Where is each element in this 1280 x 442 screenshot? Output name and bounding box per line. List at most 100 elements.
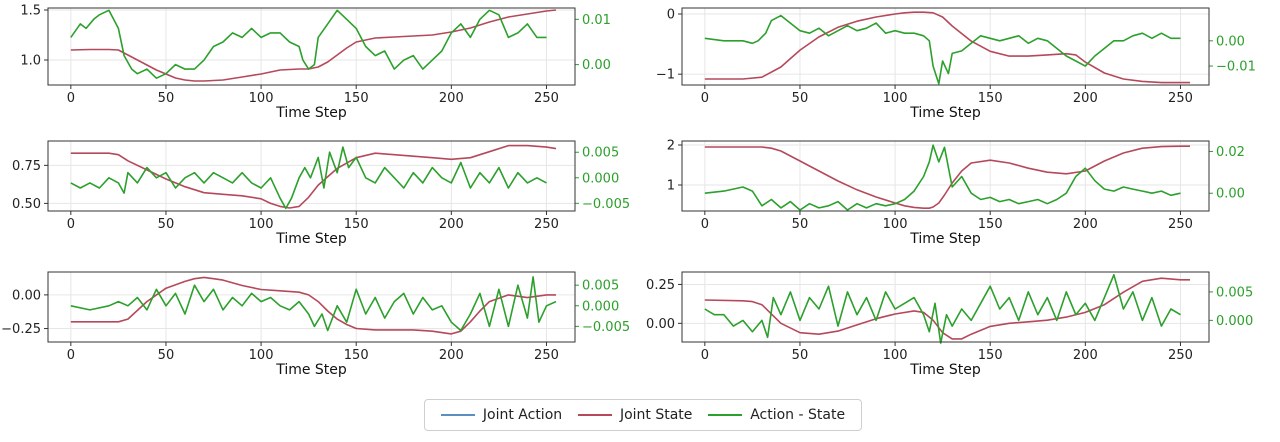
legend-swatch-action-state (708, 414, 743, 416)
x-tick-label: 100 (883, 91, 908, 106)
x-tick-label: 200 (439, 348, 464, 363)
y2-tick-label: 0.02 (1216, 145, 1245, 160)
x-tick-label: 250 (534, 217, 559, 232)
series-line-joint-state (704, 145, 1190, 209)
x-tick-label: 0 (67, 91, 75, 106)
y2-tick-label: 0.005 (1216, 285, 1253, 300)
legend-label-action-state: Action - State (750, 407, 846, 423)
x-tick-label: 0 (701, 217, 709, 232)
legend-item-action-state: Action - State (708, 407, 845, 423)
y2-tick-label: −0.005 (582, 197, 630, 212)
plot-frame (681, 271, 1210, 343)
x-tick-label: 200 (1073, 217, 1098, 232)
x-tick-label: 0 (701, 91, 709, 106)
x-tick-label: 250 (534, 348, 559, 363)
subplot-4: 0 50 100 150 200 250 2 1 0.02 0.00 Time Step (667, 139, 1245, 248)
series-line-joint-state (704, 11, 1190, 84)
x-tick-label: 150 (978, 217, 1003, 232)
x-tick-label: 200 (439, 91, 464, 106)
plot-frame (47, 140, 576, 212)
x-tick-label: 150 (344, 348, 369, 363)
y2-tick-label: 0.000 (582, 299, 619, 314)
x-tick-label: 150 (978, 91, 1003, 106)
legend-label-joint-action: Joint Action (482, 407, 563, 423)
x-tick-label: 250 (1168, 91, 1193, 106)
series-line-joint-state (70, 144, 557, 209)
x-tick-label: 0 (67, 348, 75, 363)
x-axis-label: Time Step (275, 231, 347, 247)
y-tick-label: −1 (656, 68, 675, 83)
y2-tick-label: 0.000 (1216, 314, 1253, 329)
y-tick-label: 0.00 (12, 288, 41, 303)
x-tick-label: 50 (158, 91, 175, 106)
y2-tick-label: 0.000 (582, 171, 619, 186)
plot-frame (47, 7, 576, 86)
series-line-joint-state (704, 277, 1190, 340)
x-tick-label: 100 (249, 348, 274, 363)
x-axis-label: Time Step (909, 362, 981, 378)
series-line-joint-state (70, 276, 556, 335)
subplot-5: 0 50 100 150 200 250 0.00 −0.25 0.005 0.000 −0.005… (1, 271, 630, 378)
x-tick-label: 250 (1168, 348, 1193, 363)
y-tick-label: 0.00 (646, 317, 675, 332)
legend-item-joint-action: Joint Action (440, 407, 563, 423)
legend-item-joint-state: Joint State (577, 407, 693, 423)
legend-swatch-joint-action (440, 414, 475, 416)
legend-swatch-joint-state (577, 414, 612, 416)
y2-tick-label: 0.01 (582, 13, 611, 28)
x-tick-label: 250 (534, 91, 559, 106)
y2-tick-label: 0.00 (582, 58, 611, 73)
x-axis-label: Time Step (909, 105, 981, 121)
series-line-action-state (70, 146, 547, 210)
x-tick-label: 200 (1073, 348, 1098, 363)
x-tick-label: 150 (344, 91, 369, 106)
y2-tick-label: −0.01 (1216, 60, 1256, 75)
x-axis-label: Time Step (275, 362, 347, 378)
x-tick-label: 0 (701, 348, 709, 363)
series-line-action-state (704, 14, 1181, 85)
y-tick-label: 1.0 (20, 54, 41, 69)
subplot-2: 0 50 100 150 200 250 0 −1 0.00 −0.01 Time Step (656, 7, 1256, 121)
series-line-joint-state (70, 9, 557, 82)
y-tick-label: 0.50 (12, 197, 41, 212)
y-tick-label: 1 (667, 179, 675, 194)
subplot-3: 0 50 100 150 200 250 0.75 0.50 0.005 0.000 −0.005 T… (12, 140, 630, 247)
x-tick-label: 150 (344, 217, 369, 232)
x-tick-label: 100 (883, 348, 908, 363)
y2-tick-label: 0.005 (582, 279, 619, 294)
series-line-action-state (704, 144, 1181, 211)
legend: Joint Action Joint State Action - State (424, 399, 862, 431)
x-tick-label: 100 (249, 91, 274, 106)
y2-tick-label: −0.005 (582, 320, 630, 335)
y-tick-label: 0 (667, 8, 675, 23)
series-line-action-state (704, 273, 1181, 344)
x-tick-label: 50 (792, 91, 809, 106)
y2-tick-label: 0.00 (1216, 187, 1245, 202)
x-tick-label: 200 (1073, 91, 1098, 106)
x-tick-label: 0 (67, 217, 75, 232)
subplot-6: 0 50 100 150 200 250 0.25 0.00 0.005 0.000 Time St… (646, 271, 1253, 378)
plot-frame (47, 271, 576, 343)
y2-tick-label: 0.00 (1216, 34, 1245, 49)
subplot-1: 0 50 100 150 200 250 1.0 1.5 0.00 0.01 Time Step (20, 4, 611, 122)
x-tick-label: 50 (158, 348, 175, 363)
x-tick-label: 100 (249, 217, 274, 232)
y-tick-label: 2 (667, 139, 675, 154)
legend-label-joint-state: Joint State (619, 407, 693, 423)
x-tick-label: 100 (883, 217, 908, 232)
x-tick-label: 50 (158, 217, 175, 232)
y2-tick-label: 0.005 (582, 146, 619, 161)
x-tick-label: 200 (439, 217, 464, 232)
plot-frame (681, 7, 1210, 86)
series-line-action-state (70, 276, 557, 332)
x-axis-label: Time Step (275, 105, 347, 121)
x-tick-label: 250 (1168, 217, 1193, 232)
x-tick-label: 50 (792, 348, 809, 363)
y-tick-label: 1.5 (20, 4, 41, 19)
x-tick-label: 50 (792, 217, 809, 232)
x-tick-label: 150 (978, 348, 1003, 363)
y-tick-label: 0.25 (646, 278, 675, 293)
series-line-action-state (70, 9, 547, 79)
y-tick-label: −0.25 (1, 322, 41, 337)
